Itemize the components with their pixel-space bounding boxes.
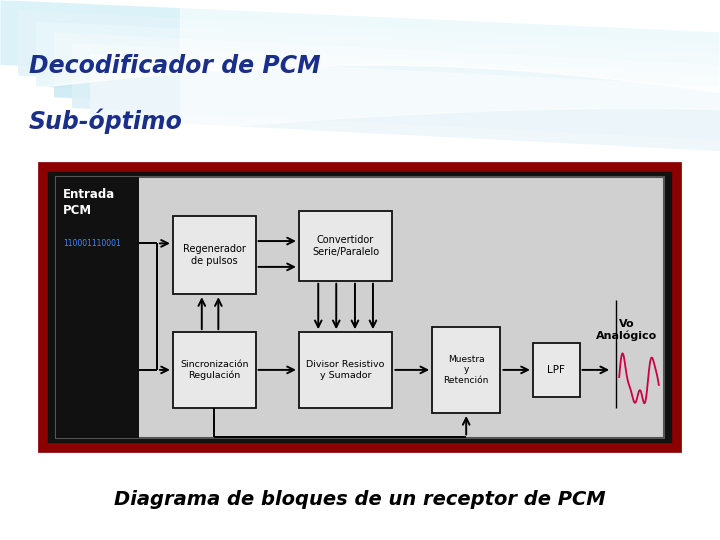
Bar bbox=[432, 327, 500, 413]
Text: Decodificador de PCM: Decodificador de PCM bbox=[29, 54, 320, 78]
Polygon shape bbox=[90, 54, 720, 151]
Bar bbox=[299, 332, 392, 408]
Text: 110001110001: 110001110001 bbox=[63, 239, 120, 248]
Bar bbox=[56, 177, 664, 438]
Bar bbox=[533, 343, 580, 397]
Polygon shape bbox=[36, 22, 720, 119]
Polygon shape bbox=[18, 11, 720, 108]
Text: Sub-óptimo: Sub-óptimo bbox=[29, 108, 183, 133]
Text: Convertidor
Serie/Paralelo: Convertidor Serie/Paralelo bbox=[312, 235, 379, 256]
Bar bbox=[43, 167, 677, 448]
Text: Vo
Analógico: Vo Analógico bbox=[595, 319, 657, 341]
Polygon shape bbox=[72, 43, 720, 140]
Text: Sincronización
Regulación: Sincronización Regulación bbox=[180, 360, 248, 380]
Text: Diagrama de bloques de un receptor de PCM: Diagrama de bloques de un receptor de PC… bbox=[114, 490, 606, 509]
Bar bbox=[173, 332, 256, 408]
Polygon shape bbox=[0, 0, 720, 97]
Text: Regenerador
de pulsos: Regenerador de pulsos bbox=[183, 244, 246, 266]
Bar bbox=[299, 211, 392, 281]
Text: Entrada
PCM: Entrada PCM bbox=[63, 188, 115, 217]
Text: LPF: LPF bbox=[547, 365, 565, 375]
Text: Muestra
y
Retención: Muestra y Retención bbox=[444, 355, 489, 385]
Text: Divisor Resistivo
y Sumador: Divisor Resistivo y Sumador bbox=[307, 360, 384, 380]
Bar bbox=[173, 216, 256, 294]
Bar bbox=[56, 177, 139, 438]
Polygon shape bbox=[54, 32, 720, 130]
